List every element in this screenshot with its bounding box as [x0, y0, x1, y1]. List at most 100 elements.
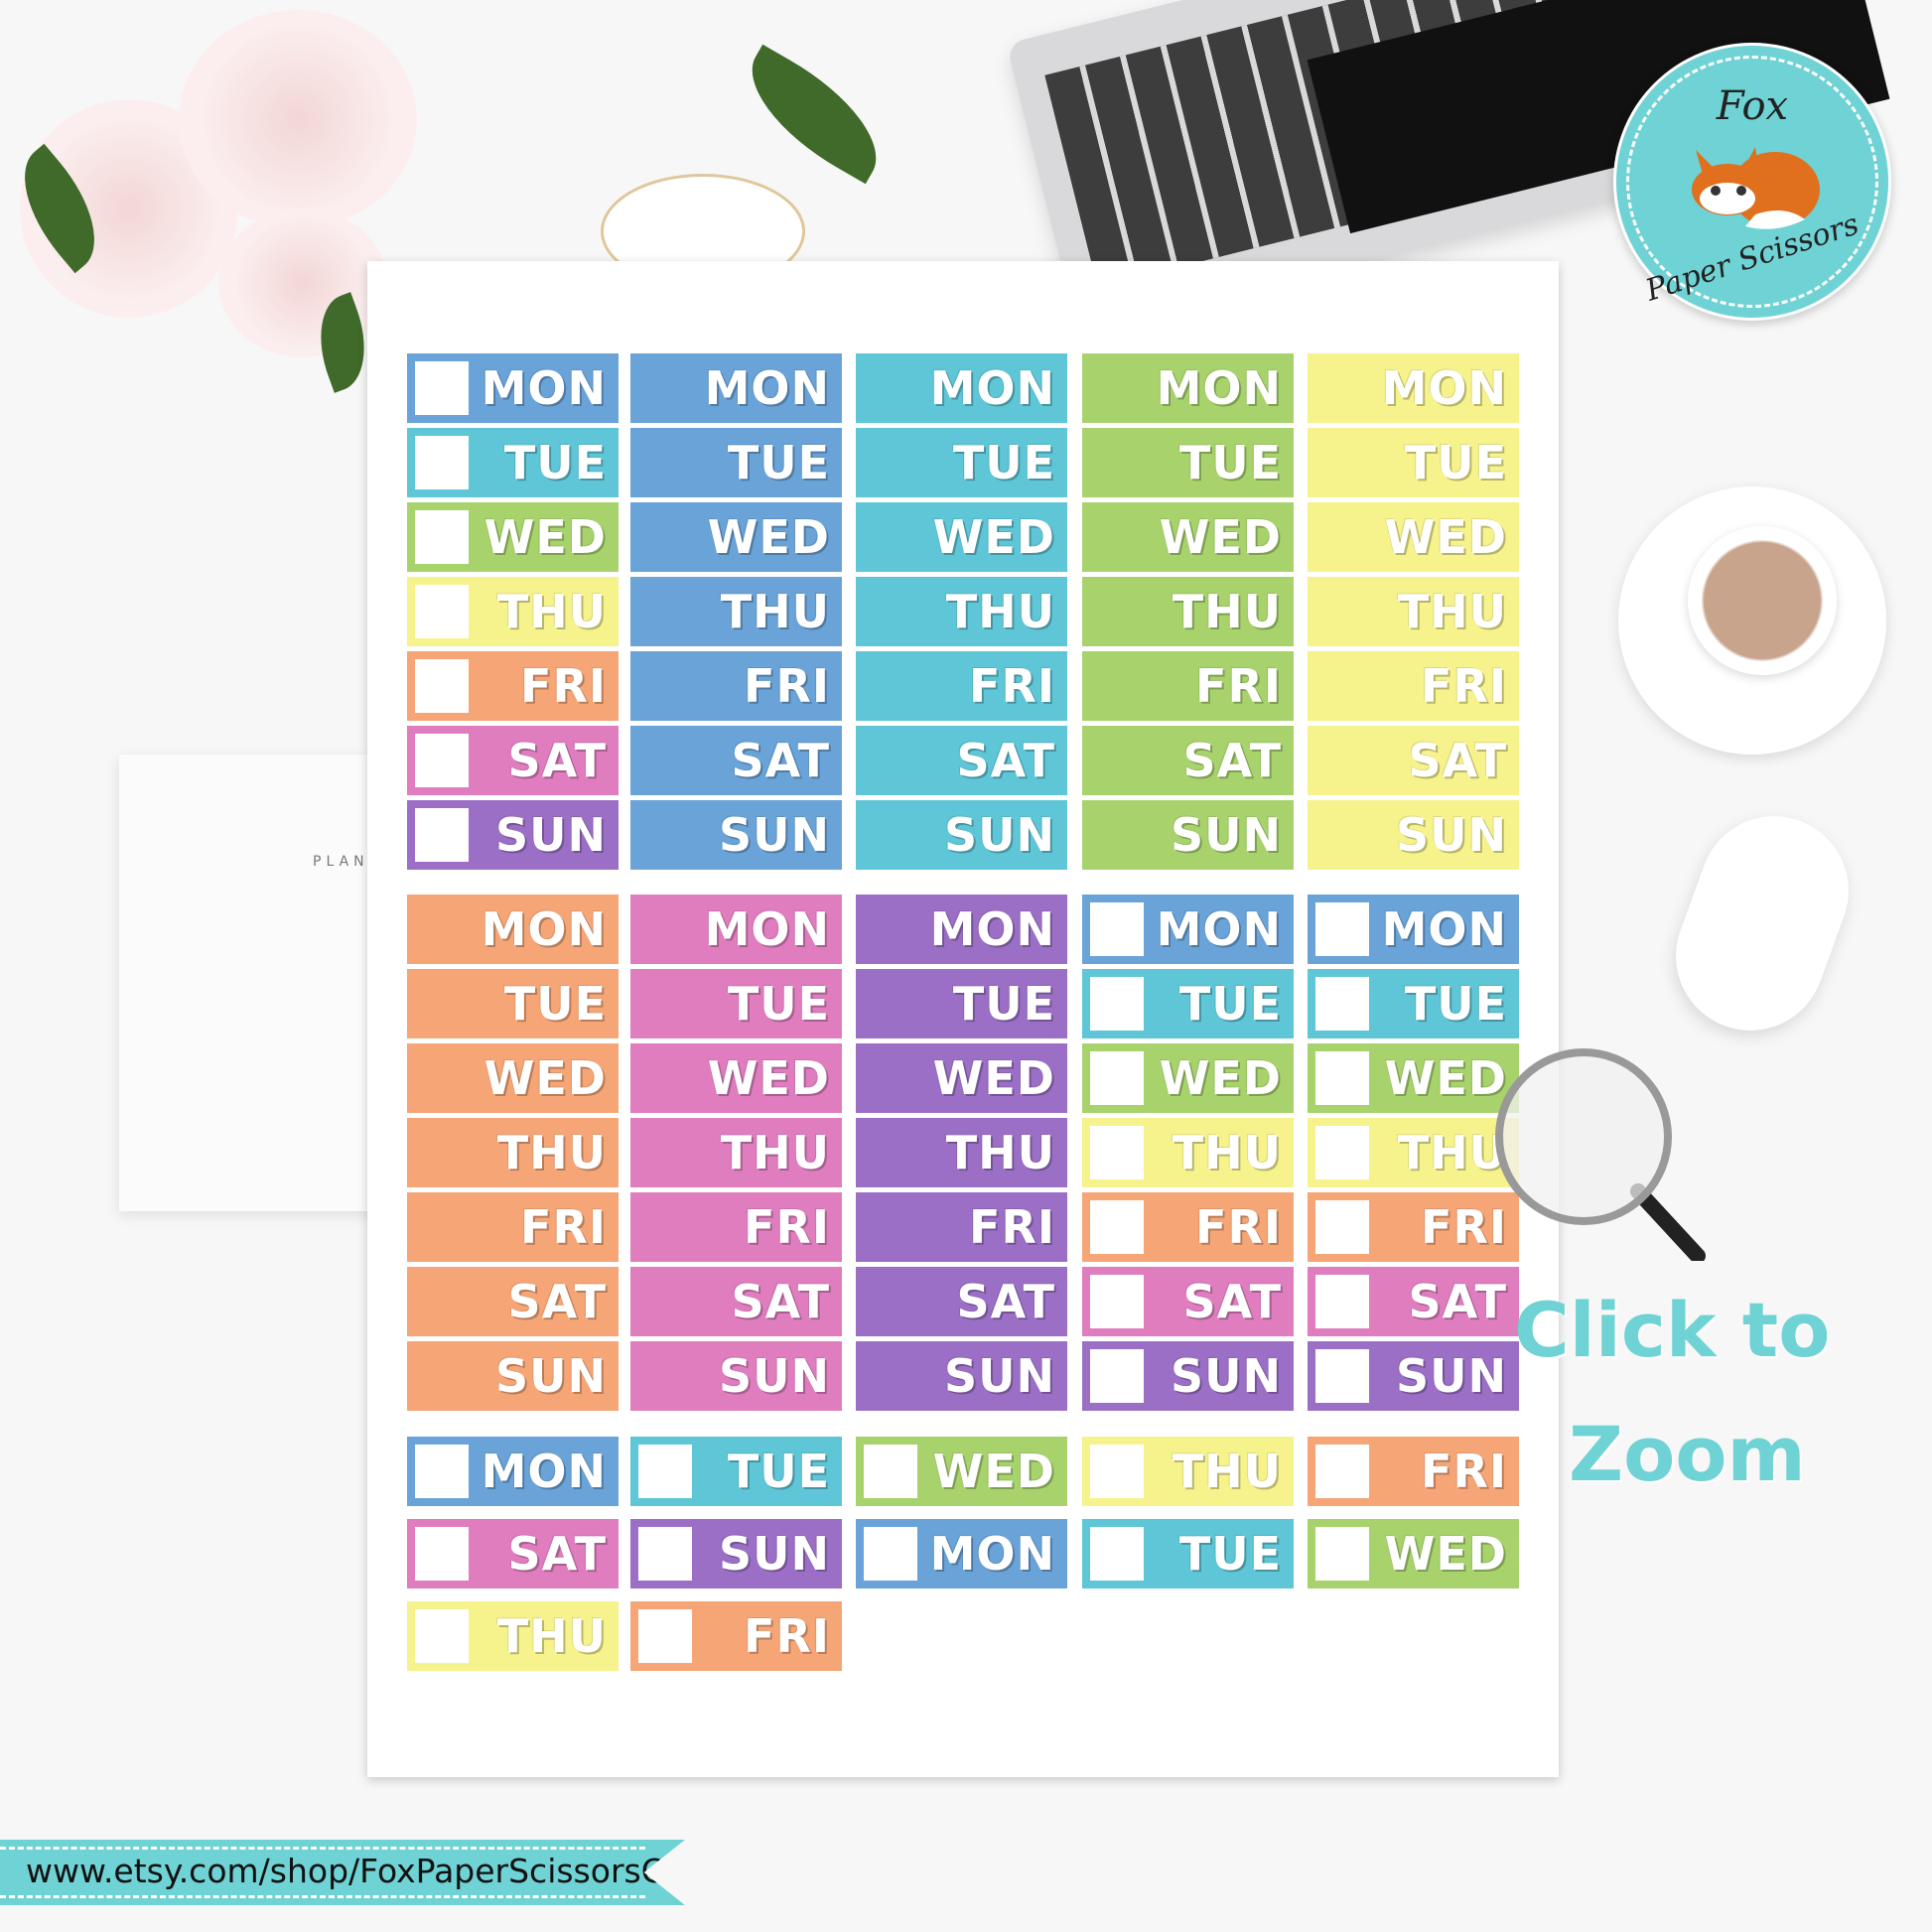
sticker-thu: THU: [407, 1601, 619, 1671]
sticker-thu: THU: [407, 577, 619, 646]
sticker-sun: SUN: [1308, 1341, 1519, 1411]
checkbox: [864, 1527, 917, 1581]
sticker-tue: TUE: [630, 428, 842, 497]
checkbox: [1090, 1445, 1144, 1498]
sticker-sun: SUN: [407, 1341, 619, 1411]
sticker-fri: FRI: [856, 1192, 1067, 1262]
day-label: SUN: [719, 1527, 830, 1581]
day-label: WED: [707, 510, 830, 564]
click-to-zoom-text[interactable]: Click to: [1514, 1286, 1831, 1374]
sticker-mon: MON: [630, 353, 842, 423]
checkbox: [1090, 1275, 1144, 1328]
day-label: THU: [720, 585, 830, 638]
checkbox: [415, 808, 469, 862]
sticker-sat: SAT: [1308, 1267, 1519, 1336]
day-label: WED: [1159, 1051, 1282, 1105]
checkbox: [415, 734, 469, 787]
sticker-wed: WED: [1308, 1043, 1519, 1113]
peony-flower: [179, 10, 417, 228]
shop-url[interactable]: www.etsy.com/shop/FoxPaperScissorsCo: [26, 1852, 684, 1890]
day-label: SUN: [1171, 808, 1282, 862]
sticker-mon: MON: [407, 353, 619, 423]
sticker-tue: TUE: [407, 428, 619, 497]
checkbox: [1090, 977, 1144, 1031]
day-label: FRI: [744, 1609, 830, 1663]
sticker-wed: WED: [1308, 1519, 1519, 1588]
checkbox: [1315, 1445, 1369, 1498]
sticker-wed: WED: [1082, 502, 1294, 572]
sticker-thu: THU: [1308, 577, 1519, 646]
checkbox: [415, 1527, 469, 1581]
day-label: SAT: [1182, 1275, 1282, 1328]
checkbox: [415, 1445, 469, 1498]
day-label: SAT: [956, 1275, 1055, 1328]
sticker-sun: SUN: [856, 1341, 1067, 1411]
coffee-cup: [1688, 526, 1837, 675]
sticker-fri: FRI: [1082, 651, 1294, 721]
day-label: SAT: [1408, 1275, 1507, 1328]
magnifier-icon[interactable]: [1489, 1042, 1708, 1261]
day-label: MON: [929, 902, 1055, 956]
day-label: SUN: [944, 808, 1055, 862]
sticker-tue: TUE: [1082, 1519, 1294, 1588]
sticker-sun: SUN: [630, 1341, 842, 1411]
sticker-sat: SAT: [1082, 1267, 1294, 1336]
day-label: THU: [496, 1609, 607, 1663]
day-label: TUE: [727, 436, 830, 489]
fox-paper-scissors-logo: Fox Paper Scissors: [1613, 43, 1891, 321]
checkbox: [1090, 1527, 1144, 1581]
sticker-fri: FRI: [1308, 651, 1519, 721]
mouse: [1654, 794, 1870, 1052]
day-label: SUN: [1396, 1349, 1507, 1403]
sticker-wed: WED: [1082, 1043, 1294, 1113]
sticker-tue: TUE: [407, 969, 619, 1038]
sticker-sun: SUN: [1082, 1341, 1294, 1411]
day-label: TUE: [1404, 977, 1507, 1031]
day-label: THU: [496, 585, 607, 638]
sticker-fri: FRI: [630, 1192, 842, 1262]
day-label: TUE: [1178, 1527, 1282, 1581]
day-label: WED: [932, 510, 1055, 564]
sticker-thu: THU: [1082, 1118, 1294, 1187]
day-label: THU: [1397, 1126, 1507, 1179]
zoom-text[interactable]: Zoom: [1569, 1410, 1806, 1498]
day-label: THU: [720, 1126, 830, 1179]
shop-url-banner[interactable]: www.etsy.com/shop/FoxPaperScissorsCo: [0, 1840, 685, 1905]
planner-notebook: PLAN: [119, 755, 397, 1211]
day-label: TUE: [1178, 977, 1282, 1031]
day-label: SUN: [495, 1349, 607, 1403]
sticker-wed: WED: [630, 502, 842, 572]
day-label: FRI: [1195, 1200, 1282, 1254]
day-label: TUE: [727, 1445, 830, 1498]
day-label: FRI: [520, 659, 607, 713]
sticker-mon: MON: [856, 1519, 1067, 1588]
checkbox: [638, 1609, 692, 1663]
day-label: TUE: [727, 977, 830, 1031]
day-label: MON: [481, 361, 607, 415]
day-label: MON: [704, 361, 830, 415]
day-label: WED: [1159, 510, 1282, 564]
sticker-thu: THU: [1082, 1437, 1294, 1506]
leaf: [728, 44, 900, 185]
day-label: FRI: [1421, 659, 1507, 713]
sticker-fri: FRI: [1308, 1437, 1519, 1506]
sticker-mon: MON: [407, 1437, 619, 1506]
sticker-thu: THU: [630, 1118, 842, 1187]
sticker-sat: SAT: [1308, 726, 1519, 795]
sticker-sheet: MON TUE WED THU FRI SAT SUN MON TUE WED THU FRI SAT S…: [367, 261, 1559, 1777]
checkbox: [415, 1609, 469, 1663]
checkbox: [1315, 1527, 1369, 1581]
day-label: SUN: [1171, 1349, 1282, 1403]
checkbox: [1090, 1126, 1144, 1179]
sticker-tue: TUE: [1308, 969, 1519, 1038]
logo-text-fox: Fox: [1716, 83, 1789, 129]
day-label: TUE: [503, 977, 607, 1031]
checkbox: [1315, 1349, 1369, 1403]
checkbox: [415, 659, 469, 713]
sticker-thu: THU: [407, 1118, 619, 1187]
sticker-fri: FRI: [407, 651, 619, 721]
day-label: FRI: [1421, 1200, 1507, 1254]
sticker-thu: THU: [630, 577, 842, 646]
checkbox: [638, 1445, 692, 1498]
day-label: TUE: [952, 436, 1055, 489]
